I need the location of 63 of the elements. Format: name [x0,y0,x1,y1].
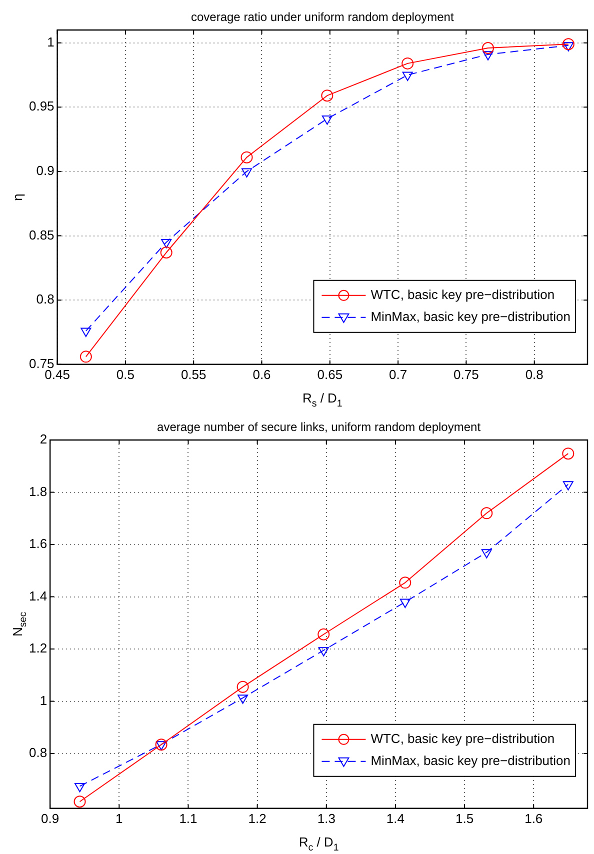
point [563,42,574,52]
point [80,350,92,363]
y-tick-label: 0.95 [28,98,54,114]
point [74,796,86,808]
x-tick-label: 1 [116,810,123,826]
x-tick-label: 0.8 [525,366,544,382]
x-tick-label: 1.4 [386,810,404,826]
y-tick-label: 1.8 [28,484,48,499]
point [240,151,253,164]
legend-label: WTC, basic key pre−distribution [370,730,555,746]
point [402,72,413,82]
y-tick-label: 0.85 [28,227,54,242]
legend-label: WTC, basic key pre−distribution [370,286,555,302]
x-tick-label: 0.75 [454,366,479,382]
x-tick-label: 0.65 [317,366,343,382]
y-tick-label: 0.75 [28,356,54,371]
x-tick-label: 1.1 [179,810,198,826]
point [321,90,334,102]
y-tick-label: 1 [47,34,54,50]
chart-title: average number of secure links, uniform random deployment [157,420,482,434]
x-tick-label: 0.7 [389,366,408,382]
y-tick-label: 1 [40,692,48,708]
point [562,448,574,460]
point [400,598,410,608]
point [322,115,332,125]
point [161,238,172,248]
y-tick-label: 2 [40,432,48,447]
point [402,57,414,70]
y-axis-title: η [10,194,25,201]
point [238,694,248,704]
x-tick-label: 0.55 [180,366,206,382]
point [241,168,252,178]
point [482,51,494,60]
y-tick-label: 1.2 [28,640,48,656]
y-tick-label: 0.8 [36,292,54,307]
x-tick-label: 1.3 [317,810,336,826]
point [562,38,574,50]
point [236,680,249,693]
chart-title: coverage ratio under uniform random deployment [190,10,454,24]
point [399,576,412,589]
y-tick-label: 0.8 [28,745,48,760]
point [74,782,86,792]
y-axis-title: Nsec [10,612,29,636]
point [482,42,494,54]
point [318,628,330,640]
x-tick-label: 0.6 [252,366,271,382]
point [318,647,329,656]
y-tick-label: 0.9 [36,163,54,178]
point [155,738,168,751]
x-tick-label: 1.6 [524,810,543,826]
legend-label: MinMax, basic key pre−distribution [370,308,570,324]
point [156,741,167,750]
point [562,481,574,490]
point [480,507,493,520]
legend-label: MinMax, basic key pre−distribution [370,752,570,768]
point [160,246,172,259]
x-tick-label: 1.5 [456,810,474,826]
x-tick-label: 0.5 [116,366,134,382]
y-tick-label: 1.6 [28,536,48,552]
y-tick-label: 1.4 [28,588,48,604]
point [80,328,92,337]
x-tick-label: 1.2 [248,810,266,826]
point [481,549,492,558]
